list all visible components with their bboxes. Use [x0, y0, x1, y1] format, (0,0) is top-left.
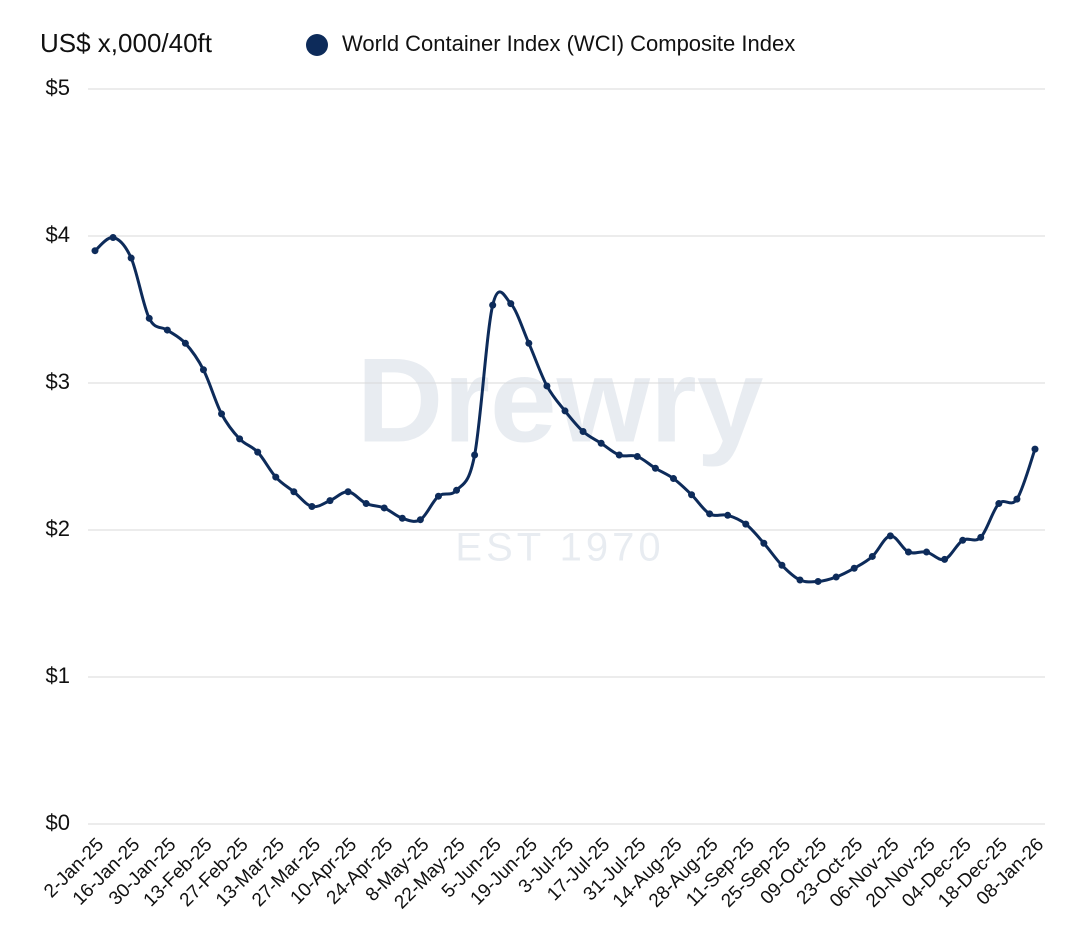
data-point: [109, 233, 117, 241]
watermark-subtitle: EST 1970: [455, 526, 664, 570]
y-tick-label: $0: [46, 810, 70, 835]
legend-label: World Container Index (WCI) Composite In…: [342, 31, 795, 56]
data-point: [778, 561, 786, 569]
data-point: [579, 428, 587, 436]
y-tick-label: $1: [46, 663, 70, 688]
data-point: [904, 548, 912, 556]
data-point: [416, 516, 424, 524]
y-tick-label: $4: [46, 222, 70, 247]
data-point: [91, 247, 99, 255]
data-point: [218, 410, 226, 418]
data-point: [290, 488, 298, 496]
data-point: [145, 314, 153, 322]
data-point: [886, 532, 894, 540]
series-line: [94, 235, 1037, 584]
data-point: [669, 475, 677, 483]
y-tick-label: $2: [46, 516, 70, 541]
data-point: [489, 301, 497, 309]
data-point: [453, 486, 461, 494]
data-point: [326, 497, 334, 505]
data-point: [434, 492, 442, 500]
data-point: [724, 511, 732, 519]
y-axis-label: US$ x,000/40ft: [40, 28, 213, 58]
data-point: [127, 254, 135, 262]
data-point: [977, 533, 985, 541]
data-point: [1031, 445, 1039, 453]
data-point: [688, 491, 696, 499]
data-point: [742, 520, 750, 528]
data-point: [254, 448, 262, 456]
data-point: [796, 576, 804, 584]
data-point: [850, 564, 858, 572]
data-point: [1013, 495, 1021, 503]
y-tick-label: $3: [46, 369, 70, 394]
legend-swatch: [306, 34, 328, 56]
data-point: [760, 539, 768, 547]
data-point: [308, 502, 316, 510]
data-point: [181, 339, 189, 347]
data-point: [398, 514, 406, 522]
data-point: [199, 366, 207, 374]
data-point: [543, 382, 551, 390]
data-point: [272, 473, 280, 481]
data-point: [633, 453, 641, 460]
y-tick-label: $5: [46, 75, 70, 100]
data-point: [995, 500, 1003, 508]
data-point: [525, 339, 533, 347]
data-point: [344, 488, 352, 496]
data-point: [923, 548, 931, 556]
data-point: [814, 577, 822, 585]
data-point: [832, 573, 840, 581]
data-point: [163, 326, 171, 334]
data-point: [597, 439, 605, 447]
data-point: [651, 464, 659, 472]
data-point: [959, 536, 967, 544]
watermark: Drewry EST 1970: [357, 334, 764, 570]
data-point: [380, 504, 388, 512]
data-point: [507, 300, 515, 308]
data-point: [868, 552, 876, 560]
data-point: [615, 451, 623, 459]
data-point: [236, 435, 244, 443]
watermark-text: Drewry: [357, 334, 764, 468]
data-point: [362, 500, 370, 508]
data-point: [561, 407, 569, 415]
data-point: [471, 451, 479, 459]
data-point: [706, 510, 714, 518]
data-point: [941, 555, 949, 563]
